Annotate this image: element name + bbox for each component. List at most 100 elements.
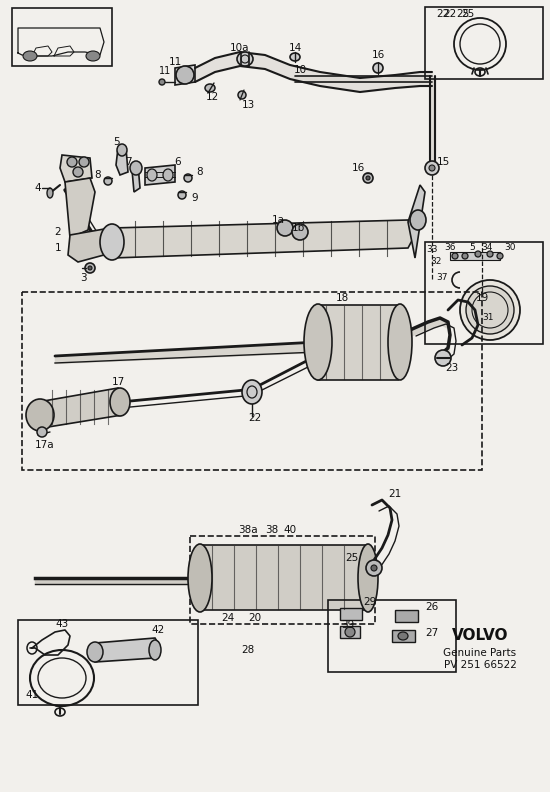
- Ellipse shape: [429, 165, 435, 171]
- Ellipse shape: [23, 51, 37, 61]
- Ellipse shape: [358, 544, 378, 612]
- Ellipse shape: [86, 51, 100, 61]
- Ellipse shape: [363, 173, 373, 183]
- Text: 32: 32: [430, 257, 442, 266]
- Ellipse shape: [147, 169, 157, 181]
- Ellipse shape: [373, 63, 383, 73]
- Text: 41: 41: [25, 690, 39, 700]
- Ellipse shape: [345, 627, 355, 637]
- Ellipse shape: [462, 253, 468, 259]
- Ellipse shape: [205, 84, 215, 92]
- Text: 30: 30: [504, 243, 516, 253]
- Text: 43: 43: [56, 619, 69, 629]
- Text: 16: 16: [371, 50, 384, 60]
- Text: 22: 22: [436, 9, 450, 19]
- Ellipse shape: [366, 176, 370, 180]
- Text: 4: 4: [35, 183, 41, 193]
- Text: 8: 8: [197, 167, 204, 177]
- Text: 38: 38: [265, 525, 279, 535]
- Text: 19: 19: [475, 293, 488, 303]
- Text: 25: 25: [456, 9, 470, 19]
- Text: 11: 11: [168, 57, 182, 67]
- Text: 15: 15: [436, 157, 450, 167]
- Text: 5: 5: [469, 243, 475, 253]
- Ellipse shape: [410, 210, 426, 230]
- Text: 29: 29: [364, 597, 377, 607]
- Ellipse shape: [475, 251, 481, 257]
- Text: 8: 8: [95, 170, 101, 180]
- Text: 9: 9: [192, 193, 199, 203]
- Text: 26: 26: [425, 602, 439, 612]
- Text: 25: 25: [461, 9, 475, 19]
- Polygon shape: [395, 610, 418, 622]
- Text: 24: 24: [221, 613, 235, 623]
- Bar: [12, 8, 112, 66]
- Ellipse shape: [110, 388, 130, 416]
- Polygon shape: [340, 608, 362, 620]
- Text: 5: 5: [113, 137, 119, 147]
- Text: 22: 22: [443, 9, 456, 19]
- Ellipse shape: [100, 224, 124, 260]
- Ellipse shape: [88, 266, 92, 270]
- Ellipse shape: [73, 167, 83, 177]
- Ellipse shape: [366, 560, 382, 576]
- Bar: [425, 7, 543, 79]
- Polygon shape: [196, 545, 372, 610]
- Ellipse shape: [176, 66, 194, 84]
- Text: 11: 11: [159, 66, 171, 76]
- Text: 39: 39: [342, 620, 355, 630]
- Text: 27: 27: [425, 628, 439, 638]
- Polygon shape: [408, 185, 425, 258]
- Bar: [425, 242, 543, 344]
- Text: 7: 7: [125, 157, 131, 167]
- Ellipse shape: [460, 280, 520, 340]
- Text: 23: 23: [446, 363, 459, 373]
- Ellipse shape: [290, 53, 300, 61]
- Polygon shape: [60, 155, 92, 182]
- Ellipse shape: [149, 640, 161, 660]
- Polygon shape: [312, 305, 402, 380]
- Text: 38a: 38a: [238, 525, 258, 535]
- Text: 1a: 1a: [272, 215, 284, 225]
- Text: 17: 17: [111, 377, 125, 387]
- Polygon shape: [65, 178, 95, 238]
- Text: 34: 34: [481, 243, 493, 253]
- Ellipse shape: [292, 224, 308, 240]
- Text: 31: 31: [482, 314, 494, 322]
- Ellipse shape: [452, 253, 458, 259]
- Ellipse shape: [497, 253, 503, 259]
- Ellipse shape: [178, 191, 186, 199]
- Ellipse shape: [159, 79, 165, 85]
- Text: 16: 16: [351, 163, 365, 173]
- Polygon shape: [450, 252, 500, 260]
- Text: 36: 36: [444, 243, 456, 253]
- Ellipse shape: [26, 399, 54, 431]
- Bar: [18, 620, 198, 705]
- Ellipse shape: [85, 263, 95, 273]
- Text: 21: 21: [388, 489, 401, 499]
- Ellipse shape: [67, 157, 77, 167]
- Text: 1b: 1b: [292, 223, 305, 233]
- Polygon shape: [92, 638, 158, 662]
- Text: 28: 28: [241, 645, 255, 655]
- Text: 12: 12: [205, 92, 219, 102]
- Polygon shape: [68, 228, 115, 262]
- Polygon shape: [392, 630, 415, 642]
- Ellipse shape: [37, 427, 47, 437]
- Text: 14: 14: [288, 43, 301, 53]
- Ellipse shape: [398, 632, 408, 640]
- Ellipse shape: [130, 161, 142, 175]
- Polygon shape: [116, 148, 128, 175]
- Text: 22: 22: [249, 413, 262, 423]
- Text: 25: 25: [345, 553, 359, 563]
- Bar: [328, 600, 456, 672]
- Ellipse shape: [466, 286, 514, 334]
- Ellipse shape: [184, 174, 192, 182]
- Polygon shape: [98, 220, 415, 258]
- Ellipse shape: [79, 157, 89, 167]
- Ellipse shape: [104, 177, 112, 185]
- Text: Genuine Parts: Genuine Parts: [443, 648, 516, 658]
- Ellipse shape: [238, 91, 246, 99]
- Ellipse shape: [87, 642, 103, 662]
- Ellipse shape: [487, 251, 493, 257]
